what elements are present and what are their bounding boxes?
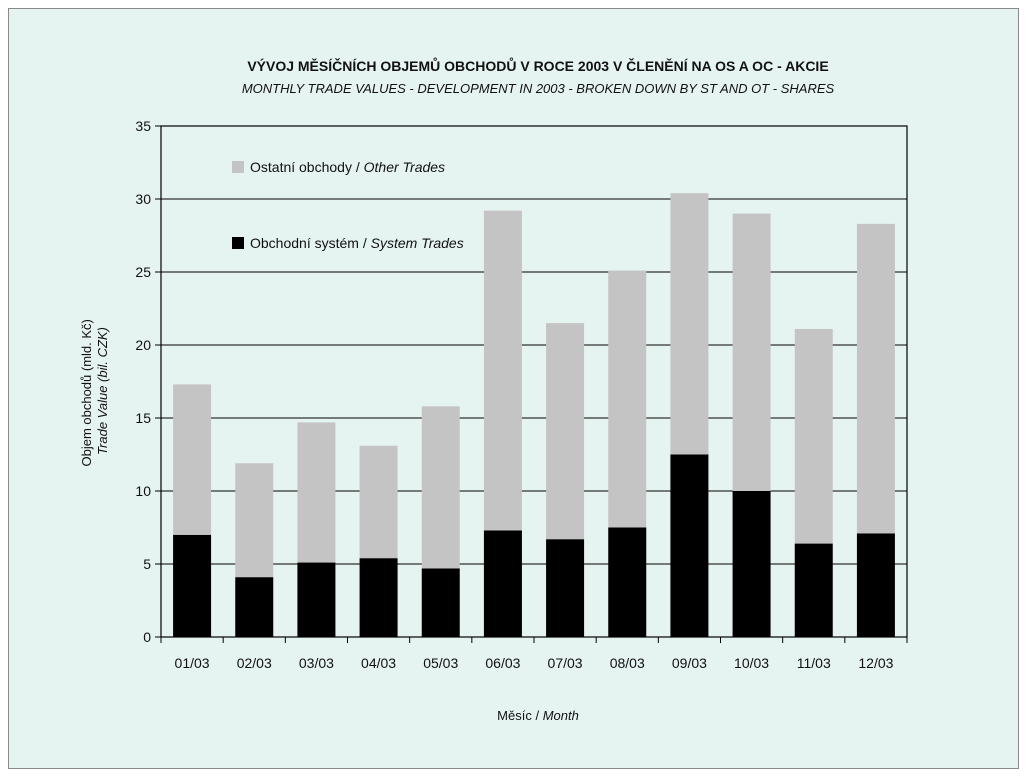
y-tick-label: 15 <box>135 410 151 426</box>
stacked-bar-chart: VÝVOJ MĚSÍČNÍCH OBJEMŮ OBCHODŮ V ROCE 20… <box>79 56 908 723</box>
bar-other-trades <box>794 328 833 544</box>
bar-system-trades <box>732 491 771 637</box>
bar-other-trades <box>608 270 647 528</box>
bar-other-trades <box>546 323 585 540</box>
x-axis-label-cz: Měsíc / <box>497 708 543 723</box>
y-tick-label: 35 <box>135 118 151 134</box>
legend-label: Obchodní systém / System Trades <box>250 235 464 251</box>
bar-other-trades <box>483 210 522 531</box>
x-tick-label: 07/03 <box>548 655 583 671</box>
x-tick-label: 09/03 <box>672 655 707 671</box>
bar-system-trades <box>483 530 522 637</box>
chart-subtitle: MONTHLY TRADE VALUES - DEVELOPMENT IN 20… <box>242 81 835 96</box>
bar-system-trades <box>608 527 647 637</box>
bar-other-trades <box>856 223 895 534</box>
bars <box>173 193 895 637</box>
y-tick-label: 0 <box>143 629 151 645</box>
x-tick-label: 06/03 <box>485 655 520 671</box>
y-axis-label: Objem obchodů (mld. Kč) Trade Value (bil… <box>79 315 110 466</box>
chart-panel: VÝVOJ MĚSÍČNÍCH OBJEMŮ OBCHODŮ V ROCE 20… <box>8 8 1019 769</box>
bar-other-trades <box>173 384 212 535</box>
y-tick-label: 5 <box>143 556 151 572</box>
bar-system-trades <box>421 568 460 637</box>
y-tick-labels: 0 5 10 15 20 25 30 35 <box>135 118 151 645</box>
bar-system-trades <box>297 562 336 637</box>
x-tick-label: 10/03 <box>734 655 769 671</box>
bar-other-trades <box>732 213 771 491</box>
y-axis-label-cz: Objem obchodů (mld. Kč) <box>79 319 94 466</box>
bar-system-trades <box>546 539 585 637</box>
x-tick-label: 12/03 <box>858 655 893 671</box>
legend-label: Ostatní obchody / Other Trades <box>250 159 445 175</box>
x-axis-label: Měsíc / Month <box>497 708 579 723</box>
y-tick-label: 25 <box>135 264 151 280</box>
x-tick-label: 08/03 <box>610 655 645 671</box>
plot-frame <box>160 125 908 638</box>
y-tick-label: 30 <box>135 191 151 207</box>
legend-swatch <box>232 161 244 173</box>
axes <box>155 125 908 643</box>
y-axis-label-en: Trade Value (bil. CZK) <box>95 327 110 455</box>
bar-system-trades <box>235 577 274 637</box>
bar-other-trades <box>421 406 460 569</box>
x-tick-label: 05/03 <box>423 655 458 671</box>
bar-other-trades <box>235 463 274 578</box>
x-tick-label: 02/03 <box>237 655 272 671</box>
bar-other-trades <box>670 193 709 455</box>
x-tick-labels: 01/03 02/03 03/03 04/03 05/03 06/03 07/03 08/03… <box>175 655 894 671</box>
bar-system-trades <box>794 543 833 637</box>
chart-title: VÝVOJ MĚSÍČNÍCH OBJEMŮ OBCHODŮ V ROCE 20… <box>247 56 828 74</box>
x-axis-label-en: Month <box>543 708 579 723</box>
bar-other-trades <box>359 445 398 559</box>
legend-swatch <box>232 237 244 249</box>
bar-system-trades <box>173 534 212 637</box>
bar-system-trades <box>856 533 895 637</box>
y-tick-label: 20 <box>135 337 151 353</box>
legend: Ostatní obchody / Other Trades Obchodní s… <box>232 159 464 251</box>
bar-other-trades <box>297 422 336 563</box>
bar-system-trades <box>359 558 398 637</box>
y-tick-label: 10 <box>135 483 151 499</box>
x-tick-label: 04/03 <box>361 655 396 671</box>
x-tick-label: 03/03 <box>299 655 334 671</box>
x-tick-label: 01/03 <box>175 655 210 671</box>
bar-system-trades <box>670 454 709 637</box>
x-tick-label: 11/03 <box>797 655 831 671</box>
